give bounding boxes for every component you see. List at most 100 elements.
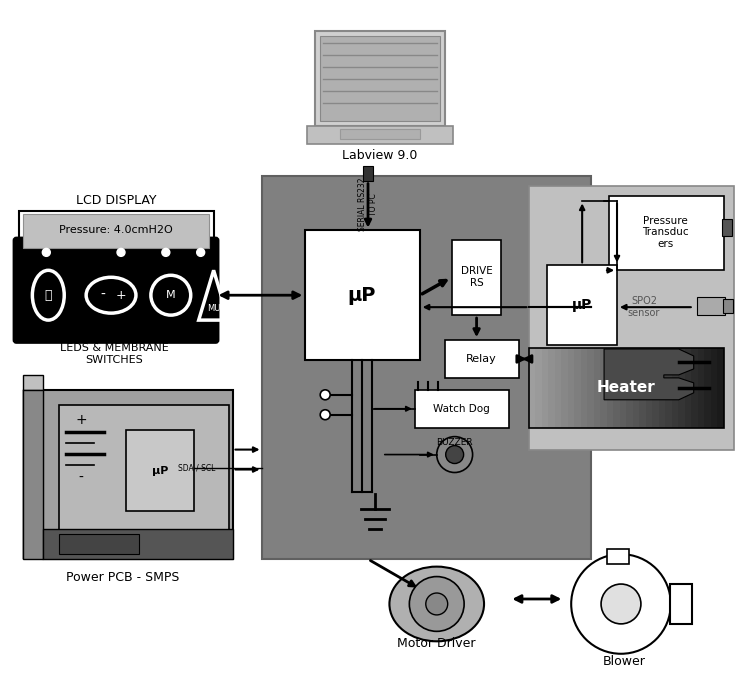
Bar [262, 176, 591, 559]
Bar [698, 348, 704, 428]
Bar [652, 348, 659, 428]
Bar [19, 210, 214, 253]
Bar [697, 297, 724, 315]
Text: Motor Driver: Motor Driver [398, 637, 476, 650]
Text: Pressure: 4.0cmH2O: Pressure: 4.0cmH2O [59, 226, 173, 235]
Bar [568, 348, 575, 428]
Circle shape [446, 446, 464, 464]
Ellipse shape [409, 577, 464, 632]
Bar [445, 340, 519, 378]
Text: LEDS & MEMBRANE: LEDS & MEMBRANE [59, 343, 169, 353]
Bar [529, 348, 536, 428]
Circle shape [162, 248, 170, 256]
Bar [529, 348, 724, 428]
Text: Blower: Blower [603, 655, 646, 668]
Bar [555, 348, 562, 428]
Bar [665, 348, 672, 428]
Bar [659, 348, 666, 428]
Text: μP: μP [572, 298, 592, 312]
Text: -: - [79, 471, 84, 484]
Text: Labview 9.0: Labview 9.0 [343, 149, 418, 162]
Text: Pressure
Transduc
ers: Pressure Transduc ers [643, 216, 689, 249]
Bar [609, 196, 724, 270]
Text: Power PCB - SMPS: Power PCB - SMPS [66, 570, 180, 584]
Ellipse shape [426, 593, 448, 615]
Text: SPO2
sensor: SPO2 sensor [628, 296, 660, 318]
Bar [59, 405, 229, 549]
Bar [581, 348, 588, 428]
Bar [600, 348, 607, 428]
Text: M: M [166, 290, 175, 301]
Bar [315, 31, 445, 126]
Bar [340, 129, 420, 139]
Bar [43, 530, 233, 559]
Ellipse shape [389, 566, 484, 641]
Bar [678, 348, 685, 428]
Bar [685, 348, 692, 428]
Bar [320, 36, 440, 121]
Bar [23, 214, 209, 248]
Bar [633, 348, 640, 428]
Bar [723, 299, 733, 313]
Bar [620, 348, 627, 428]
Polygon shape [23, 390, 43, 559]
Bar [607, 549, 629, 564]
Bar [59, 534, 139, 555]
Bar [587, 348, 594, 428]
Bar [716, 348, 724, 428]
Text: ⏻: ⏻ [45, 289, 52, 302]
Text: Relay: Relay [466, 354, 497, 364]
Text: +: + [116, 289, 126, 302]
Bar [704, 348, 710, 428]
Text: +: + [75, 413, 87, 427]
Text: -: - [100, 288, 106, 302]
Bar [574, 348, 581, 428]
Text: Heater: Heater [597, 380, 655, 396]
Bar [710, 348, 718, 428]
Circle shape [42, 248, 51, 256]
Text: MU: MU [207, 304, 221, 313]
Polygon shape [23, 390, 43, 559]
Text: LCD DISPLAY: LCD DISPLAY [76, 194, 156, 207]
Bar [308, 126, 452, 144]
Circle shape [320, 409, 330, 420]
Polygon shape [604, 349, 694, 400]
Circle shape [197, 248, 204, 256]
Bar [43, 390, 233, 559]
Text: μP: μP [348, 286, 376, 305]
Circle shape [437, 437, 473, 473]
Circle shape [601, 584, 641, 624]
Text: SWITCHES: SWITCHES [85, 355, 143, 365]
Bar [721, 219, 732, 237]
Bar [561, 348, 568, 428]
Bar [607, 348, 614, 428]
Bar [691, 348, 698, 428]
Text: SDA / SCL: SDA / SCL [178, 463, 215, 472]
Text: DRIVE
RS: DRIVE RS [461, 266, 493, 288]
FancyBboxPatch shape [13, 237, 218, 343]
Bar [639, 348, 646, 428]
Text: μP: μP [152, 466, 168, 475]
Bar [672, 348, 679, 428]
Bar [536, 348, 542, 428]
Bar [305, 230, 420, 360]
Bar [529, 186, 733, 450]
Bar [415, 390, 510, 428]
Bar [594, 348, 601, 428]
Polygon shape [23, 375, 43, 390]
Text: Watch Dog: Watch Dog [433, 404, 490, 414]
Bar [613, 348, 620, 428]
Bar [126, 430, 194, 511]
Text: SERIAL RS232
TO PC: SERIAL RS232 TO PC [358, 178, 377, 231]
Circle shape [571, 555, 671, 654]
Bar [548, 265, 617, 345]
Bar [363, 166, 373, 180]
Bar [542, 348, 549, 428]
Text: BUZZER: BUZZER [436, 438, 473, 447]
Circle shape [117, 248, 125, 256]
Bar [646, 348, 653, 428]
Bar [626, 348, 633, 428]
Bar [548, 348, 555, 428]
Bar [452, 240, 502, 315]
Circle shape [320, 390, 330, 400]
